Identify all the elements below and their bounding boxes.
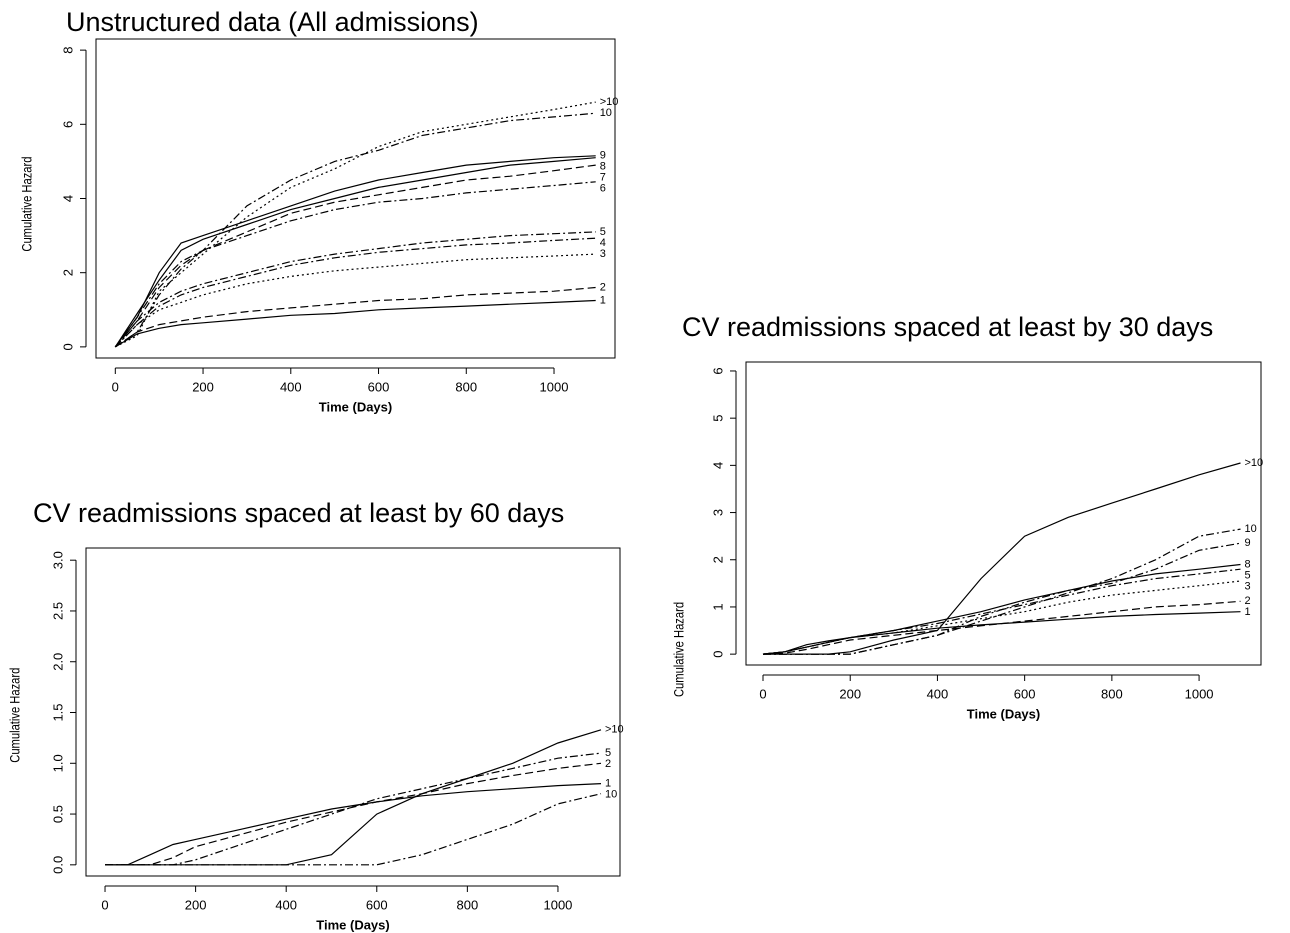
y-tick-label: 0: [710, 651, 725, 658]
series-label: 1: [605, 777, 611, 789]
x-tick-label: 800: [455, 379, 477, 394]
x-axis-label: Time (Days): [316, 917, 389, 932]
series-label: 2: [605, 758, 611, 770]
x-tick-label: 1000: [1185, 686, 1214, 701]
y-tick-label: 0: [60, 343, 75, 350]
x-axis-label: Time (Days): [967, 706, 1040, 721]
x-tick-label: 400: [927, 686, 949, 701]
series-line: [114, 286, 596, 348]
series-line: [105, 793, 602, 866]
x-tick-label: 0: [101, 897, 108, 912]
series-line: [114, 157, 596, 348]
series-line: [105, 729, 602, 866]
series-label: 2: [1245, 595, 1251, 607]
series-label: 8: [1245, 558, 1251, 570]
series-line: [114, 231, 596, 348]
series-line: [105, 752, 602, 866]
y-axis-label: Cumulative Hazard: [8, 668, 23, 763]
series-line: [762, 563, 1241, 655]
x-tick-label: 600: [366, 897, 388, 912]
series-line: [114, 164, 596, 348]
series-label: >10: [605, 724, 624, 736]
x-tick-label: 0: [759, 686, 766, 701]
chart-title: Unstructured data (All admissions): [66, 7, 479, 37]
series-label: 7: [600, 172, 606, 184]
chart-title: CV readmissions spaced at least by 60 da…: [33, 498, 564, 528]
x-tick-label: 600: [368, 379, 390, 394]
y-axis-label: Cumulative Hazard: [20, 157, 35, 252]
y-tick-label: 4: [60, 195, 75, 202]
x-tick-label: 400: [275, 897, 297, 912]
series-label: 3: [1245, 580, 1251, 592]
series-label: 1: [600, 294, 606, 306]
series-label: 1: [1245, 606, 1251, 618]
y-tick-label: 2: [710, 556, 725, 563]
y-tick-label: 6: [710, 367, 725, 374]
series-label: 5: [1245, 569, 1251, 581]
x-tick-label: 600: [1014, 686, 1036, 701]
y-tick-label: 0.5: [50, 805, 65, 823]
series-label: 9: [1245, 537, 1251, 549]
x-tick-label: 1000: [540, 379, 569, 394]
series-line: [762, 568, 1241, 655]
series-line: [114, 181, 596, 348]
series-line: [762, 580, 1241, 655]
x-tick-label: 0: [112, 379, 119, 394]
x-tick-label: 1000: [543, 897, 572, 912]
y-tick-label: 4: [710, 462, 725, 469]
plot-frame: [95, 38, 616, 359]
y-tick-label: 2: [60, 269, 75, 276]
y-axis-label: Cumulative Hazard: [672, 602, 687, 697]
series-label: 9: [600, 150, 606, 162]
series-line: [105, 762, 602, 866]
series-line: [115, 101, 596, 348]
x-tick-label: 200: [185, 897, 207, 912]
series-label: 5: [605, 747, 611, 759]
y-tick-label: 0.0: [50, 856, 65, 874]
y-tick-label: 8: [60, 47, 75, 54]
y-tick-label: 2.0: [50, 653, 65, 671]
series-label: 5: [600, 226, 606, 238]
y-tick-label: 2.5: [50, 602, 65, 620]
series-line: [114, 155, 596, 348]
series-label: 2: [600, 281, 606, 293]
y-tick-label: 5: [710, 415, 725, 422]
x-tick-label: 200: [192, 379, 214, 394]
series-line: [762, 611, 1241, 655]
x-tick-label: 800: [1101, 686, 1123, 701]
series-label: >10: [1245, 457, 1264, 469]
series-line: [114, 299, 596, 348]
series-label: 8: [600, 161, 606, 173]
x-axis-label: Time (Days): [319, 399, 392, 414]
series-line: [105, 783, 602, 866]
y-tick-label: 3: [710, 509, 725, 516]
series-label: >10: [600, 96, 619, 108]
series-label: 4: [600, 237, 606, 249]
y-tick-label: 1.0: [50, 754, 65, 772]
x-tick-label: 800: [457, 897, 479, 912]
series-line: [114, 253, 596, 348]
series-line: [114, 237, 596, 348]
series-label: 10: [605, 788, 617, 800]
series-line: [763, 528, 1241, 655]
series-line: [763, 462, 1241, 655]
series-label: 10: [1245, 523, 1257, 535]
chart-title: CV readmissions spaced at least by 30 da…: [682, 312, 1213, 342]
x-tick-label: 200: [839, 686, 861, 701]
series-line: [763, 542, 1241, 655]
series-label: 3: [600, 248, 606, 260]
series-line: [762, 600, 1241, 655]
y-tick-label: 3.0: [50, 551, 65, 569]
series-label: 6: [600, 183, 606, 195]
x-tick-label: 400: [280, 379, 302, 394]
y-tick-label: 1.5: [50, 703, 65, 721]
series-line: [114, 112, 596, 348]
y-tick-label: 1: [710, 603, 725, 610]
y-tick-label: 6: [60, 121, 75, 128]
plot-frame: [745, 361, 1262, 666]
series-label: 10: [600, 107, 612, 119]
plot-frame: [85, 547, 621, 877]
